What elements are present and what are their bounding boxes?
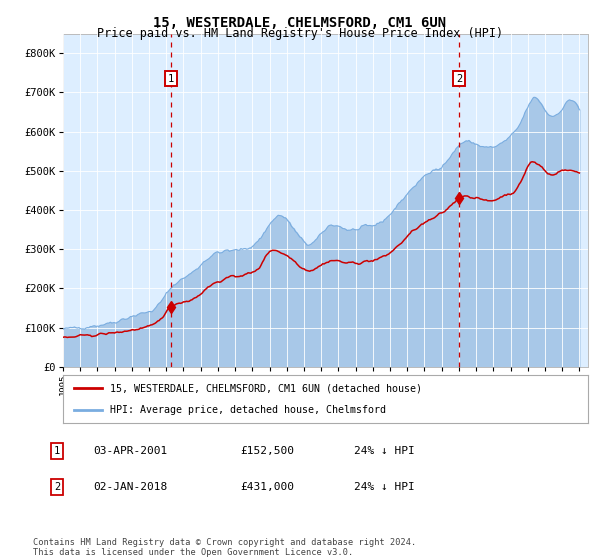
Text: Contains HM Land Registry data © Crown copyright and database right 2024.
This d: Contains HM Land Registry data © Crown c… <box>33 538 416 557</box>
Text: 24% ↓ HPI: 24% ↓ HPI <box>354 482 415 492</box>
Text: £152,500: £152,500 <box>240 446 294 456</box>
Text: 15, WESTERDALE, CHELMSFORD, CM1 6UN: 15, WESTERDALE, CHELMSFORD, CM1 6UN <box>154 16 446 30</box>
Text: 2: 2 <box>456 73 462 83</box>
Text: HPI: Average price, detached house, Chelmsford: HPI: Average price, detached house, Chel… <box>110 405 386 415</box>
Text: 03-APR-2001: 03-APR-2001 <box>93 446 167 456</box>
Text: 15, WESTERDALE, CHELMSFORD, CM1 6UN (detached house): 15, WESTERDALE, CHELMSFORD, CM1 6UN (det… <box>110 383 422 393</box>
Text: 1: 1 <box>167 73 174 83</box>
Text: £431,000: £431,000 <box>240 482 294 492</box>
Text: 24% ↓ HPI: 24% ↓ HPI <box>354 446 415 456</box>
Text: 1: 1 <box>54 446 60 456</box>
Text: Price paid vs. HM Land Registry's House Price Index (HPI): Price paid vs. HM Land Registry's House … <box>97 27 503 40</box>
Text: 2: 2 <box>54 482 60 492</box>
Text: 02-JAN-2018: 02-JAN-2018 <box>93 482 167 492</box>
